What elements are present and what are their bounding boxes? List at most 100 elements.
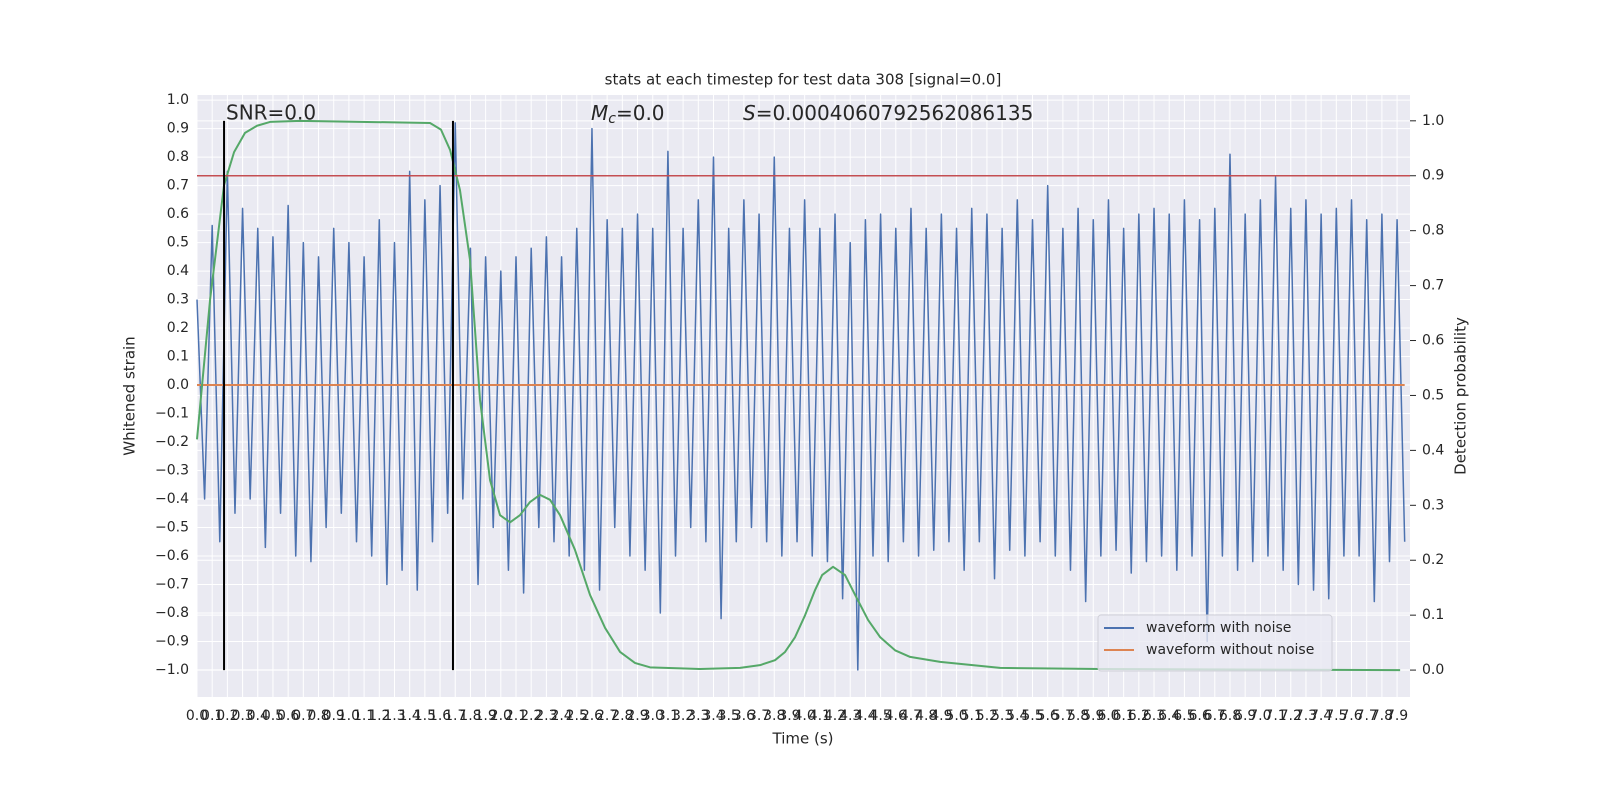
x-tick-label: 1.4 <box>399 708 421 724</box>
x-tick-label: 2.7 <box>596 708 618 724</box>
y2-tick-label: 0.7 <box>1422 278 1444 294</box>
x-tick-label: 2.0 <box>490 708 512 724</box>
x-tick-label: 1.2 <box>368 708 390 724</box>
y-tick-label: 0.4 <box>167 263 189 279</box>
x-tick-label: 1.1 <box>353 708 375 724</box>
x-tick-label: 6.6 <box>1188 708 1210 724</box>
y-tick-label: 0.1 <box>167 349 189 365</box>
chart-title: stats at each timestep for test data 308… <box>605 71 1002 89</box>
annotation-part: =0.0 <box>616 101 665 125</box>
x-tick-label: 4.0 <box>794 708 816 724</box>
x-tick-label: 3.8 <box>763 708 785 724</box>
y2-tick-label: 0.5 <box>1422 387 1444 403</box>
x-tick-label: 4.4 <box>854 708 876 724</box>
x-tick-label: 1.6 <box>429 708 451 724</box>
x-tick-label: 1.7 <box>444 708 466 724</box>
x-tick-label: 0.3 <box>231 708 253 724</box>
y-tick-label: 0.5 <box>167 235 189 251</box>
y-tick-label: 0.0 <box>167 377 189 393</box>
x-tick-label: 4.8 <box>915 708 937 724</box>
x-tick-label: 5.2 <box>976 708 998 724</box>
x-tick-label: 6.7 <box>1204 708 1226 724</box>
y-tick-label: −0.6 <box>155 548 189 564</box>
x-tick-label: 6.8 <box>1219 708 1241 724</box>
y-tick-label: −0.9 <box>155 633 189 649</box>
x-tick-label: 4.2 <box>824 708 846 724</box>
x-tick-label: 3.5 <box>718 708 740 724</box>
x-tick-label: 0.1 <box>201 708 223 724</box>
x-tick-label: 6.5 <box>1173 708 1195 724</box>
x-tick-label: 5.9 <box>1082 708 1104 724</box>
annotation-part: c <box>608 111 616 127</box>
x-tick-label: 3.0 <box>642 708 664 724</box>
x-tick-label: 7.3 <box>1295 708 1317 724</box>
x-tick-label: 2.4 <box>550 708 572 724</box>
y2-axis-label: Detection probability <box>1452 317 1470 475</box>
y-tick-label: −1.0 <box>155 662 189 678</box>
y2-tick-label: 0.2 <box>1422 552 1444 568</box>
x-tick-label: 4.5 <box>869 708 891 724</box>
x-tick-label: 6.9 <box>1234 708 1256 724</box>
x-tick-label: 0.8 <box>307 708 329 724</box>
x-tick-label: 0.9 <box>323 708 345 724</box>
y-tick-label: 1.0 <box>167 92 189 108</box>
grid <box>196 95 1410 697</box>
x-tick-label: 5.1 <box>961 708 983 724</box>
x-tick-label: 7.6 <box>1340 708 1362 724</box>
x-tick-label: 0.0 <box>186 708 208 724</box>
x-tick-label: 3.2 <box>672 708 694 724</box>
x-tick-label: 6.2 <box>1128 708 1150 724</box>
y-axis-label: Whitened strain <box>121 336 139 455</box>
y-tick-label: −0.8 <box>155 605 189 621</box>
x-tick-label: 1.0 <box>338 708 360 724</box>
y2-tick-label: 0.9 <box>1422 168 1444 184</box>
x-tick-label: 3.1 <box>657 708 679 724</box>
series-line <box>196 122 1406 671</box>
x-tick-label: 2.1 <box>505 708 527 724</box>
x-tick-label: 4.7 <box>900 708 922 724</box>
x-axis-label: Time (s) <box>772 730 834 748</box>
x-tick-label: 1.3 <box>383 708 405 724</box>
x-tick-label: 7.0 <box>1249 708 1271 724</box>
x-tick-label: 2.9 <box>626 708 648 724</box>
x-tick-label: 1.9 <box>474 708 496 724</box>
y-tick-label: 0.7 <box>167 178 189 194</box>
x-tick-label: 4.3 <box>839 708 861 724</box>
x-tick-label: 7.1 <box>1264 708 1286 724</box>
x-tick-label: 3.9 <box>778 708 800 724</box>
x-tick-label: 3.7 <box>748 708 770 724</box>
y-tick-label: 0.8 <box>167 149 189 165</box>
x-tick-label: 6.4 <box>1158 708 1180 724</box>
x-tick-label: 4.6 <box>885 708 907 724</box>
x-tick-label: 4.1 <box>809 708 831 724</box>
y2-tick-label: 0.1 <box>1422 607 1444 623</box>
x-tick-label: 5.0 <box>945 708 967 724</box>
y2-tick-label: 1.0 <box>1422 113 1444 129</box>
y-tick-label: 0.9 <box>167 121 189 137</box>
y-tick-label: −0.2 <box>155 434 189 450</box>
x-tick-label: 2.6 <box>581 708 603 724</box>
y-tick-label: 0.3 <box>167 292 189 308</box>
legend-label: waveform with noise <box>1146 620 1291 636</box>
legend-box <box>1097 614 1333 672</box>
y-tick-label: −0.3 <box>155 463 189 479</box>
x-tick-label: 0.7 <box>292 708 314 724</box>
x-tick-label: 0.6 <box>277 708 299 724</box>
x-tick-label: 6.3 <box>1143 708 1165 724</box>
legend: waveform with noise waveform without nois… <box>1097 614 1333 672</box>
y-tick-label: 0.2 <box>167 320 189 336</box>
annotation: S=0.0004060792562086135 <box>743 101 1033 125</box>
marks <box>196 119 1410 672</box>
x-tick-label: 2.2 <box>520 708 542 724</box>
x-tick-label: 3.6 <box>733 708 755 724</box>
annotation: Mc=0.0 <box>591 101 665 128</box>
annotation-part: M <box>591 101 608 125</box>
y-tick-label: 0.6 <box>167 206 189 222</box>
y2-tick-label: 0.4 <box>1422 442 1444 458</box>
x-tick-label: 4.9 <box>930 708 952 724</box>
y2-tick-label: 0.8 <box>1422 223 1444 239</box>
x-tick-label: 5.8 <box>1067 708 1089 724</box>
x-tick-label: 5.7 <box>1052 708 1074 724</box>
annotation: SNR=0.0 <box>226 101 316 125</box>
